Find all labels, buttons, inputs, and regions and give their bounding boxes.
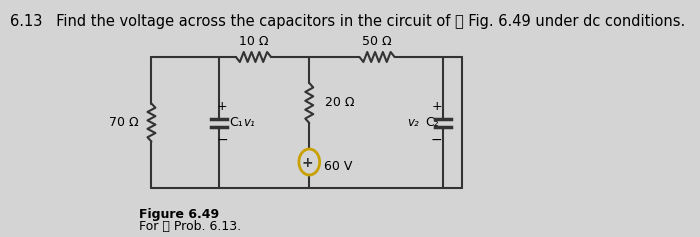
Text: −: − <box>216 132 228 146</box>
Text: +: + <box>302 156 314 170</box>
Text: +: + <box>431 100 442 113</box>
Text: 6.13   Find the voltage across the capacitors in the circuit of Ⓟ Fig. 6.49 unde: 6.13 Find the voltage across the capacit… <box>10 14 685 29</box>
Text: v₂: v₂ <box>407 116 419 129</box>
Text: −: − <box>431 132 442 146</box>
Text: v₁: v₁ <box>243 116 255 129</box>
Text: +: + <box>217 100 228 113</box>
Text: C₁: C₁ <box>230 116 244 129</box>
Text: 10 Ω: 10 Ω <box>239 35 268 47</box>
Text: C₂: C₂ <box>426 116 440 129</box>
Text: 20 Ω: 20 Ω <box>326 96 355 109</box>
Text: 70 Ω: 70 Ω <box>108 116 139 129</box>
Text: Figure 6.49: Figure 6.49 <box>139 208 220 221</box>
Text: 50 Ω: 50 Ω <box>362 35 392 47</box>
Text: For Ⓟ Prob. 6.13.: For Ⓟ Prob. 6.13. <box>139 220 242 233</box>
Text: 60 V: 60 V <box>323 160 352 173</box>
